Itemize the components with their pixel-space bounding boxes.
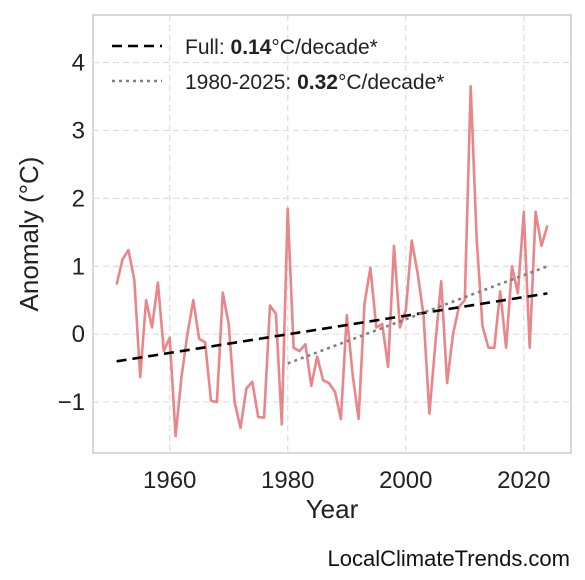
x-tick-label: 1980 — [261, 467, 314, 494]
legend-suffix-recent: °C/decade* — [338, 71, 444, 94]
legend-label-full: Full: 0.14°C/decade* — [185, 36, 378, 59]
x-tick-labels: 1960 1980 2000 2020 — [143, 467, 550, 494]
trend-line-full — [116, 292, 548, 363]
x-tick-label: 2020 — [497, 467, 550, 494]
legend: Full: 0.14°C/decade* 1980-2025: 0.32°C/d… — [112, 36, 444, 94]
legend-rate-recent: 0.32 — [297, 71, 338, 94]
x-axis-title: Year — [306, 494, 359, 524]
anomaly-line — [115, 85, 549, 438]
y-tick-labels: −1 0 1 2 3 4 — [58, 50, 85, 417]
x-tick-label: 2000 — [379, 467, 432, 494]
trend-line-recent — [287, 265, 548, 365]
y-tick-label: 0 — [72, 321, 85, 348]
anomaly-series — [115, 85, 549, 438]
x-tick-label: 1960 — [143, 467, 196, 494]
grid — [93, 15, 571, 453]
y-tick-label: 3 — [72, 117, 85, 144]
y-axis-title: Anomaly (°C) — [14, 157, 44, 312]
y-tick-label: 2 — [72, 185, 85, 212]
legend-suffix-full: °C/decade* — [271, 36, 377, 59]
y-tick-label: −1 — [58, 389, 85, 416]
trend-full-series — [116, 292, 548, 363]
legend-rate-full: 0.14 — [231, 36, 272, 59]
legend-prefix-recent: 1980-2025: — [185, 71, 297, 94]
trend-recent-series — [287, 265, 548, 365]
y-tick-label: 4 — [72, 50, 85, 77]
legend-label-recent: 1980-2025: 0.32°C/decade* — [185, 71, 444, 94]
source-credit: LocalClimateTrends.com — [327, 546, 571, 571]
legend-prefix-full: Full: — [185, 36, 231, 59]
y-tick-label: 1 — [72, 253, 85, 280]
